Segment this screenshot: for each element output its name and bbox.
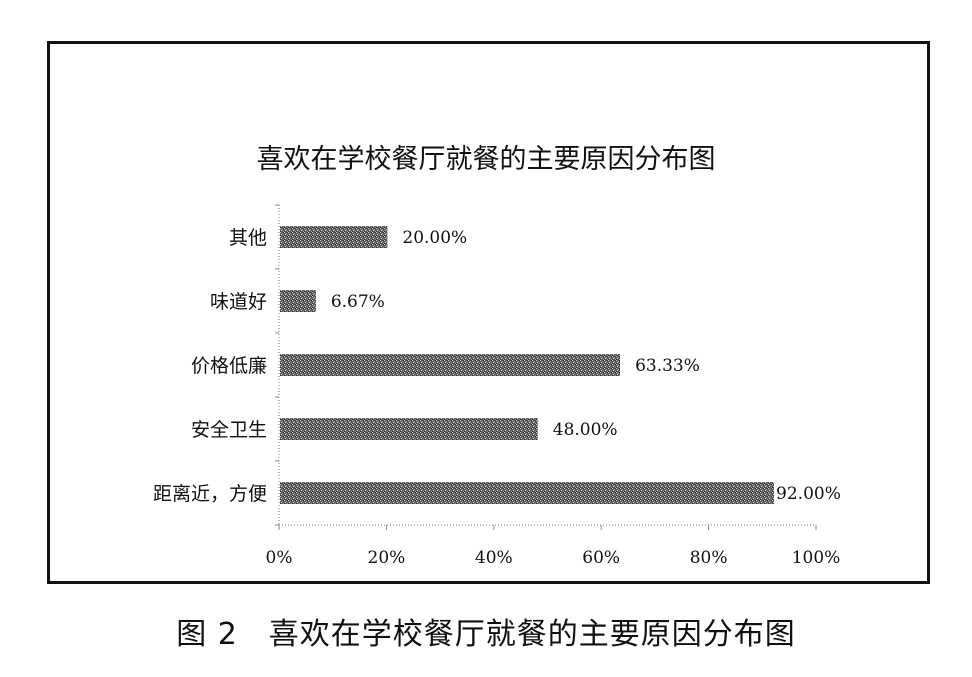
bar bbox=[280, 354, 621, 376]
data-label: 48.00% bbox=[553, 420, 618, 440]
x-tick-label: 100% bbox=[792, 548, 841, 568]
data-label: 63.33% bbox=[635, 356, 700, 376]
category-label: 安全卫生 bbox=[191, 419, 267, 441]
chart-title: 喜欢在学校餐厅就餐的主要原因分布图 bbox=[256, 144, 716, 175]
x-tick-label: 60% bbox=[582, 548, 620, 568]
data-label: 6.67% bbox=[331, 292, 385, 312]
category-label: 其他 bbox=[229, 227, 267, 249]
category-label: 价格低廉 bbox=[191, 355, 267, 377]
bar bbox=[280, 482, 775, 504]
bar bbox=[280, 226, 388, 248]
bar bbox=[280, 290, 316, 312]
category-label: 味道好 bbox=[210, 291, 267, 313]
x-tick-label: 0% bbox=[266, 548, 293, 568]
x-tick-label: 80% bbox=[690, 548, 728, 568]
data-label: 92.00% bbox=[776, 484, 841, 504]
figure-caption: 图 2 喜欢在学校餐厅就餐的主要原因分布图 bbox=[176, 617, 796, 652]
x-tick-label: 20% bbox=[368, 548, 406, 568]
bar bbox=[280, 418, 538, 440]
x-tick-label: 40% bbox=[475, 548, 513, 568]
category-label: 距离近，方便 bbox=[153, 483, 267, 505]
data-label: 20.00% bbox=[402, 228, 467, 248]
